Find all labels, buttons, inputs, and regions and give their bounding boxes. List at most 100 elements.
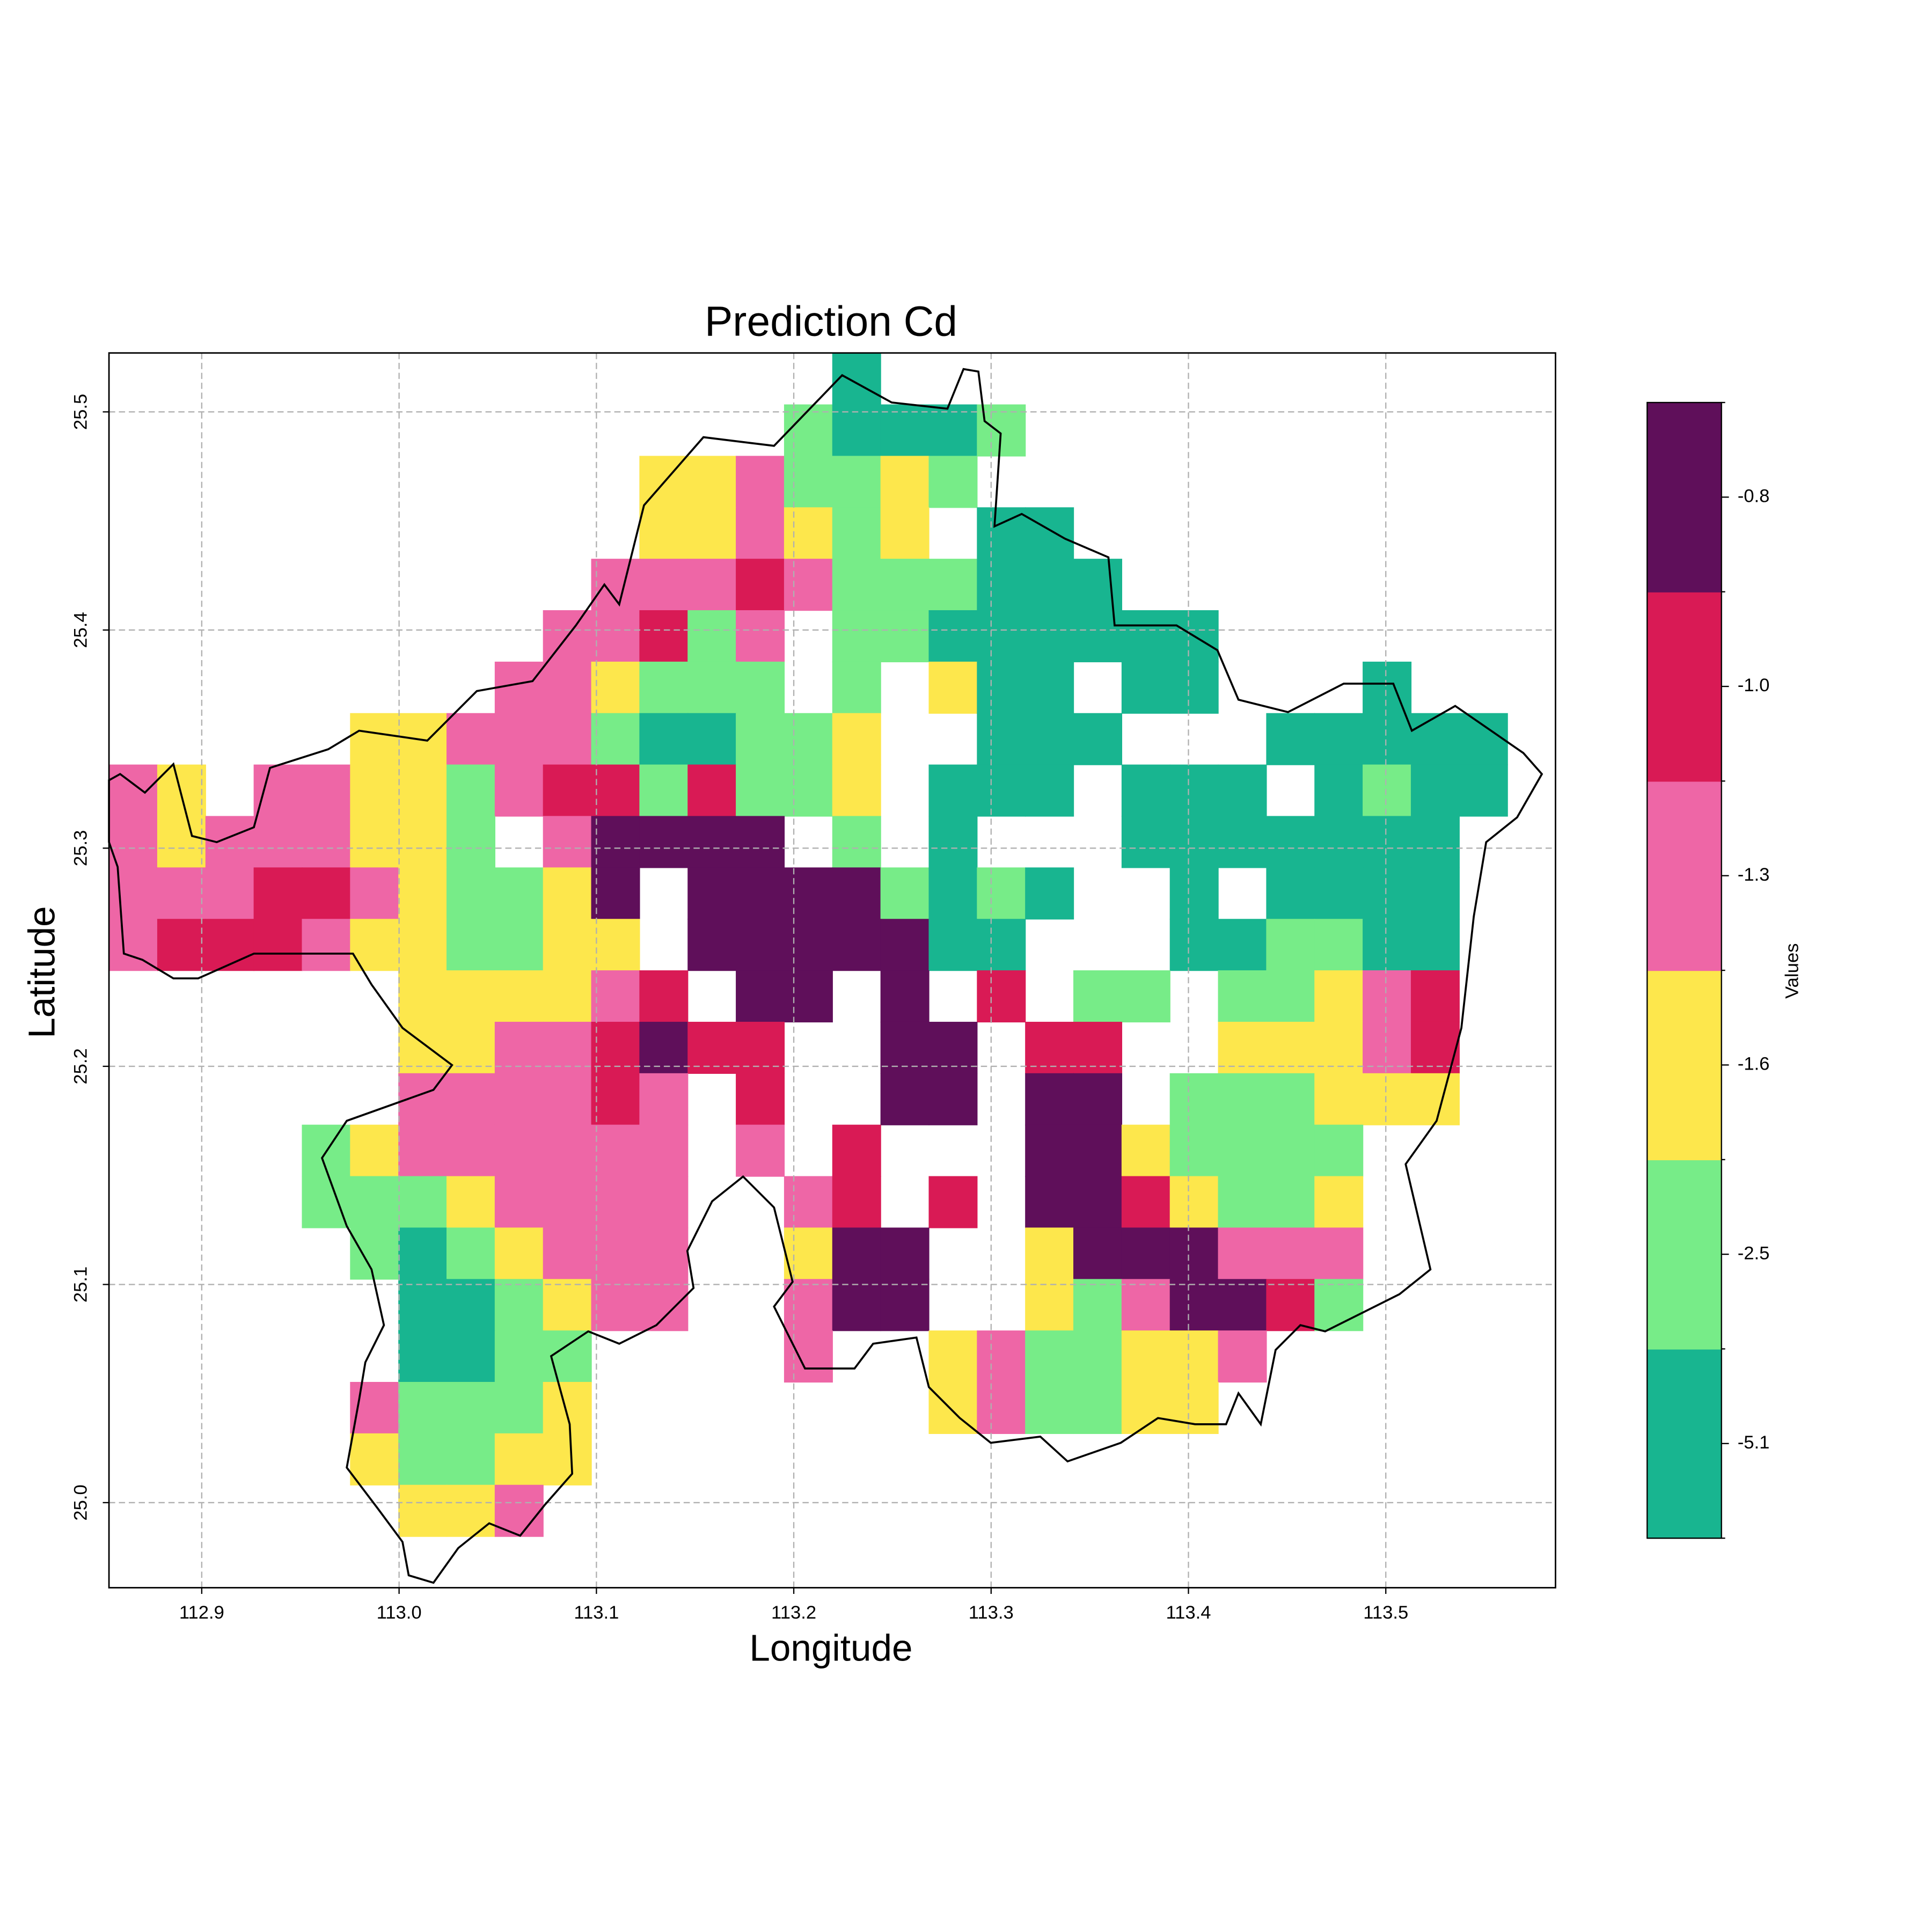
heatmap-cell [977, 559, 1026, 611]
heatmap-cell [1363, 1073, 1412, 1125]
heatmap-cell [1025, 1176, 1074, 1228]
x-tick-label: 112.9 [179, 1602, 224, 1623]
heatmap-cell [1121, 1124, 1170, 1177]
heatmap-cell [543, 1227, 592, 1280]
heatmap-cell [398, 1330, 448, 1383]
heatmap-cell [591, 661, 640, 714]
heatmap-cell [591, 919, 640, 971]
heatmap-cell [1121, 661, 1170, 714]
heatmap-cell [591, 1176, 640, 1228]
colorbar-swatch [1647, 591, 1722, 782]
heatmap-cell [928, 456, 978, 508]
heatmap-cell [1410, 816, 1460, 868]
colorbar-swatch [1647, 402, 1722, 592]
heatmap-cell [1121, 1330, 1170, 1383]
heatmap-cell [736, 1021, 785, 1074]
heatmap-cell [1459, 764, 1508, 817]
heatmap-cell [1266, 713, 1315, 765]
heatmap-cell [591, 1021, 640, 1074]
heatmap-cell [494, 1073, 544, 1125]
y-tick-label: 25.4 [70, 612, 91, 648]
heatmap-cell [687, 764, 737, 817]
heatmap-cell [543, 764, 592, 817]
heatmap-cell [784, 713, 833, 765]
heatmap-cell [977, 970, 1026, 1023]
heatmap-cell [1314, 1021, 1364, 1074]
heatmap-cell [928, 559, 978, 611]
heatmap-cell [832, 764, 881, 817]
heatmap-cell [1073, 559, 1122, 611]
heatmap-cell [543, 1279, 592, 1331]
heatmap-cell [639, 816, 689, 868]
y-tick-label: 25.2 [70, 1048, 91, 1084]
heatmap-cell [1218, 816, 1267, 868]
heatmap-cell [736, 867, 785, 920]
heatmap-cell [398, 1124, 448, 1177]
heatmap-cell [832, 456, 881, 508]
heatmap-cell [687, 507, 737, 560]
heatmap-cell [784, 456, 833, 508]
heatmap-cell [494, 661, 544, 714]
heatmap-cell [302, 764, 351, 817]
heatmap-cell [880, 507, 930, 560]
heatmap-cell [494, 1382, 544, 1435]
heatmap-cell [1025, 1279, 1074, 1331]
heatmap-cell [543, 1382, 592, 1435]
heatmap-cell [687, 713, 737, 765]
heatmap-cell [1025, 559, 1074, 611]
heatmap-cell [1363, 1021, 1412, 1074]
heatmap-cell [1073, 970, 1122, 1023]
heatmap-cell [1169, 661, 1219, 714]
heatmap-cell [736, 919, 785, 971]
heatmap-cell [639, 610, 689, 663]
heatmap-cell [1363, 713, 1412, 765]
heatmap-cell [494, 867, 544, 920]
heatmap-cell [494, 1124, 544, 1177]
heatmap-cell [1025, 1382, 1074, 1435]
heatmap-cell [1314, 713, 1364, 765]
heatmap-cell [543, 816, 592, 868]
heatmap-cell [253, 867, 303, 920]
heatmap-cell [1314, 816, 1364, 868]
heatmap-cell [398, 970, 448, 1023]
heatmap-cell [1169, 764, 1219, 817]
heatmap-cell [1025, 764, 1074, 817]
heatmap-cell [1410, 713, 1460, 765]
heatmap-cell [1218, 1176, 1267, 1228]
heatmap-cell [784, 919, 833, 971]
heatmap-cell [1314, 1073, 1364, 1125]
heatmap-cell [1121, 1227, 1170, 1280]
heatmap-cell [784, 507, 833, 560]
colorbar-tick-label: -5.1 [1738, 1432, 1770, 1453]
heatmap-cell [1314, 1227, 1364, 1280]
colorbar-tick-label: -2.5 [1738, 1243, 1770, 1263]
heatmap-cell [1314, 970, 1364, 1023]
heatmap-cell [880, 1279, 930, 1331]
heatmap-cell [639, 1124, 689, 1177]
heatmap-cell [1218, 1330, 1267, 1383]
heatmap-cell [977, 610, 1026, 663]
heatmap-cell [1073, 1330, 1122, 1383]
heatmap-cell [977, 1330, 1026, 1383]
heatmap-cell [1073, 1279, 1122, 1331]
y-tick-label: 25.5 [70, 394, 91, 430]
heatmap-cell [977, 1382, 1026, 1435]
heatmap-cell [1025, 713, 1074, 765]
x-tick-label: 113.3 [969, 1602, 1014, 1623]
x-tick-label: 113.0 [377, 1602, 422, 1623]
heatmap-cell [880, 610, 930, 663]
heatmap-cell [977, 404, 1026, 457]
heatmap-cell [350, 1227, 399, 1280]
colorbar-swatch [1647, 970, 1722, 1160]
heatmap-cell [398, 1484, 448, 1537]
heatmap-cell [398, 1227, 448, 1280]
heatmap-cell [880, 404, 930, 457]
heatmap-cell [494, 970, 544, 1023]
heatmap-cell [591, 559, 640, 611]
heatmap-cell [447, 1176, 495, 1228]
heatmap-cell [832, 559, 881, 611]
heatmap-cell [736, 610, 785, 663]
heatmap-cell [543, 970, 592, 1023]
heatmap-cell [928, 1073, 978, 1125]
heatmap-cell [1121, 1279, 1170, 1331]
